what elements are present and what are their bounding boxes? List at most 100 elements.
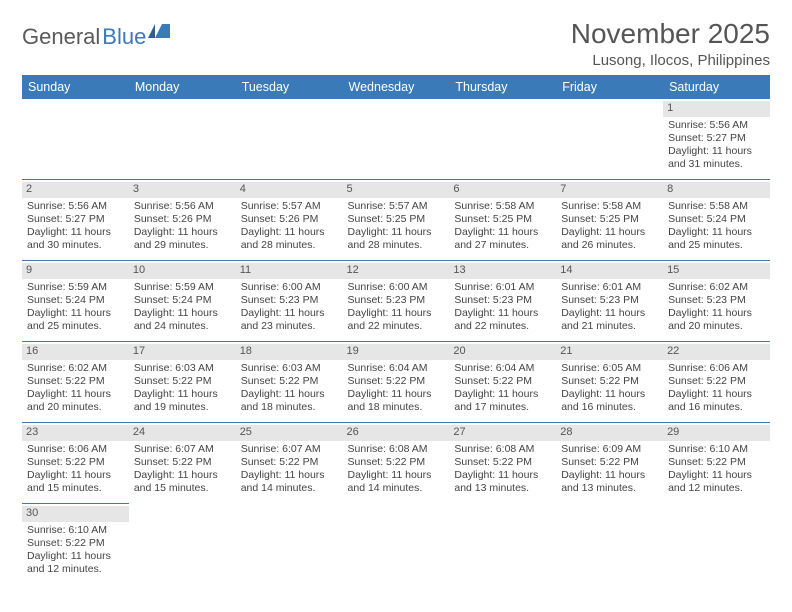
sunrise-text: Sunrise: 6:10 AM [27, 524, 124, 537]
daylight-text: and 16 minutes. [561, 401, 658, 414]
calendar-head: Sunday Monday Tuesday Wednesday Thursday… [22, 75, 770, 99]
sunrise-text: Sunrise: 5:56 AM [668, 119, 765, 132]
sunrise-text: Sunrise: 6:01 AM [561, 281, 658, 294]
calendar-cell: 5Sunrise: 5:57 AMSunset: 5:25 PMDaylight… [343, 180, 450, 261]
daylight-text: Daylight: 11 hours [241, 226, 338, 239]
day-number: 2 [22, 182, 129, 198]
daylight-text: Daylight: 11 hours [454, 388, 551, 401]
daylight-text: and 22 minutes. [454, 320, 551, 333]
day-number: 10 [129, 263, 236, 279]
daylight-text: Daylight: 11 hours [134, 226, 231, 239]
daylight-text: and 19 minutes. [134, 401, 231, 414]
sunrise-text: Sunrise: 6:00 AM [348, 281, 445, 294]
calendar-cell: 13Sunrise: 6:01 AMSunset: 5:23 PMDayligh… [449, 261, 556, 342]
day-number: 7 [556, 182, 663, 198]
day-number: 9 [22, 263, 129, 279]
sunrise-text: Sunrise: 5:59 AM [27, 281, 124, 294]
daylight-text: Daylight: 11 hours [348, 307, 445, 320]
daylight-text: Daylight: 11 hours [134, 388, 231, 401]
day-number: 30 [22, 506, 129, 522]
sunrise-text: Sunrise: 5:57 AM [241, 200, 338, 213]
daylight-text: Daylight: 11 hours [668, 226, 765, 239]
day-number: 19 [343, 344, 450, 360]
sunrise-text: Sunrise: 5:56 AM [134, 200, 231, 213]
daylight-text: Daylight: 11 hours [27, 226, 124, 239]
daylight-text: and 12 minutes. [27, 563, 124, 576]
daylight-text: and 16 minutes. [668, 401, 765, 414]
calendar-cell: 20Sunrise: 6:04 AMSunset: 5:22 PMDayligh… [449, 342, 556, 423]
calendar-cell: 28Sunrise: 6:09 AMSunset: 5:22 PMDayligh… [556, 423, 663, 504]
sunset-text: Sunset: 5:22 PM [668, 456, 765, 469]
daylight-text: Daylight: 11 hours [561, 469, 658, 482]
sunrise-text: Sunrise: 5:59 AM [134, 281, 231, 294]
day-number: 11 [236, 263, 343, 279]
daylight-text: and 18 minutes. [348, 401, 445, 414]
sunset-text: Sunset: 5:22 PM [27, 375, 124, 388]
daylight-text: Daylight: 11 hours [134, 307, 231, 320]
sunset-text: Sunset: 5:27 PM [668, 132, 765, 145]
sunset-text: Sunset: 5:24 PM [668, 213, 765, 226]
day-number: 27 [449, 425, 556, 441]
daylight-text: Daylight: 11 hours [668, 388, 765, 401]
calendar-cell: 2Sunrise: 5:56 AMSunset: 5:27 PMDaylight… [22, 180, 129, 261]
day-number: 25 [236, 425, 343, 441]
daylight-text: Daylight: 11 hours [27, 307, 124, 320]
calendar-cell: 18Sunrise: 6:03 AMSunset: 5:22 PMDayligh… [236, 342, 343, 423]
page-subtitle: Lusong, Ilocos, Philippines [571, 52, 770, 69]
calendar-cell [22, 99, 129, 180]
daylight-text: Daylight: 11 hours [348, 469, 445, 482]
day-number: 20 [449, 344, 556, 360]
sunset-text: Sunset: 5:26 PM [134, 213, 231, 226]
page: GeneralBlue November 2025 Lusong, Ilocos… [0, 0, 792, 612]
daylight-text: and 23 minutes. [241, 320, 338, 333]
day-number: 28 [556, 425, 663, 441]
calendar-cell [129, 504, 236, 585]
day-number: 26 [343, 425, 450, 441]
day-number: 17 [129, 344, 236, 360]
daylight-text: and 28 minutes. [241, 239, 338, 252]
calendar-cell: 3Sunrise: 5:56 AMSunset: 5:26 PMDaylight… [129, 180, 236, 261]
calendar-table: Sunday Monday Tuesday Wednesday Thursday… [22, 75, 770, 584]
sunrise-text: Sunrise: 6:04 AM [348, 362, 445, 375]
sunset-text: Sunset: 5:22 PM [27, 537, 124, 550]
calendar-cell: 24Sunrise: 6:07 AMSunset: 5:22 PMDayligh… [129, 423, 236, 504]
sunset-text: Sunset: 5:22 PM [561, 456, 658, 469]
daylight-text: Daylight: 11 hours [241, 307, 338, 320]
sunset-text: Sunset: 5:22 PM [454, 456, 551, 469]
day-number: 4 [236, 182, 343, 198]
daylight-text: and 15 minutes. [134, 482, 231, 495]
sunrise-text: Sunrise: 6:08 AM [454, 443, 551, 456]
daylight-text: and 14 minutes. [241, 482, 338, 495]
calendar-cell: 27 Sunrise: 6:08 AMSunset: 5:22 PMDayligh… [449, 423, 556, 504]
sunset-text: Sunset: 5:27 PM [27, 213, 124, 226]
sunset-text: Sunset: 5:22 PM [454, 375, 551, 388]
daylight-text: Daylight: 11 hours [134, 469, 231, 482]
calendar-cell: 7Sunrise: 5:58 AMSunset: 5:25 PMDaylight… [556, 180, 663, 261]
sunrise-text: Sunrise: 5:57 AM [348, 200, 445, 213]
day-number: 16 [22, 344, 129, 360]
calendar-cell [343, 99, 450, 180]
weekday-header: Tuesday [236, 75, 343, 99]
calendar-cell [556, 99, 663, 180]
sunset-text: Sunset: 5:25 PM [561, 213, 658, 226]
daylight-text: Daylight: 11 hours [454, 469, 551, 482]
header: GeneralBlue November 2025 Lusong, Ilocos… [22, 18, 770, 69]
day-number: 29 [663, 425, 770, 441]
daylight-text: and 27 minutes. [454, 239, 551, 252]
sunset-text: Sunset: 5:22 PM [134, 456, 231, 469]
sunrise-text: Sunrise: 6:08 AM [348, 443, 445, 456]
daylight-text: and 28 minutes. [348, 239, 445, 252]
daylight-text: Daylight: 11 hours [27, 550, 124, 563]
sunset-text: Sunset: 5:22 PM [241, 375, 338, 388]
daylight-text: Daylight: 11 hours [561, 307, 658, 320]
day-number: 24 [129, 425, 236, 441]
day-number: 8 [663, 182, 770, 198]
calendar-cell: 15Sunrise: 6:02 AMSunset: 5:23 PMDayligh… [663, 261, 770, 342]
sunset-text: Sunset: 5:22 PM [134, 375, 231, 388]
sunrise-text: Sunrise: 6:01 AM [454, 281, 551, 294]
calendar-cell: 25Sunrise: 6:07 AMSunset: 5:22 PMDayligh… [236, 423, 343, 504]
calendar-cell: 8Sunrise: 5:58 AMSunset: 5:24 PMDaylight… [663, 180, 770, 261]
sunset-text: Sunset: 5:22 PM [27, 456, 124, 469]
sunrise-text: Sunrise: 6:10 AM [668, 443, 765, 456]
daylight-text: and 24 minutes. [134, 320, 231, 333]
